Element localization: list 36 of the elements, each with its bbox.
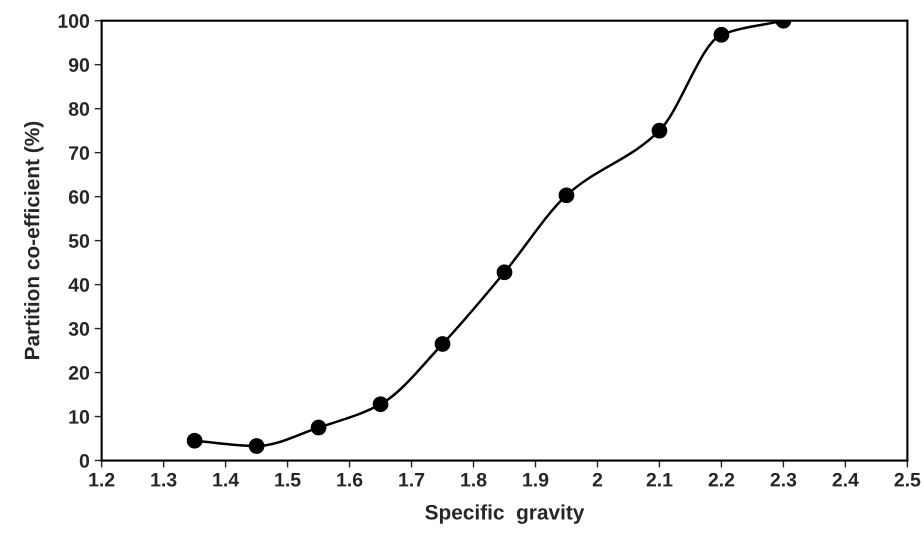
point: [434, 336, 450, 352]
point: [714, 26, 730, 43]
point: [496, 264, 512, 280]
y-tick-label: 90: [68, 58, 90, 72]
x-tick-label: 1.9: [523, 472, 548, 487]
point: [372, 396, 388, 412]
x-tick-label: 1.8: [461, 472, 486, 487]
point: [558, 187, 574, 204]
point: [248, 438, 264, 454]
x-tick-label: 2.1: [646, 472, 672, 486]
x-tick-label: 1.4: [213, 473, 240, 486]
point: [186, 432, 202, 449]
point: [310, 420, 326, 436]
x-tick-label: 1.5: [275, 473, 301, 487]
x-tick-label: 1.3: [151, 472, 176, 487]
y-tick-label: 100: [58, 14, 90, 28]
point: [652, 122, 668, 139]
y-axis-title: Partition co-efficient (%): [24, 122, 44, 360]
y-tick-label: 70: [69, 146, 90, 160]
y-tick-label: 0: [80, 454, 90, 468]
y-tick-label: 50: [68, 234, 90, 248]
y-tick-label: 80: [68, 102, 90, 116]
x-tick-label: 1.6: [337, 472, 362, 487]
x-tick-label: 1.7: [399, 473, 424, 486]
y-tick-label: 40: [68, 278, 90, 292]
x-tick-label: 2.5: [894, 472, 920, 487]
y-tick-label: 30: [68, 322, 90, 336]
x-tick-label: 2.2: [708, 472, 734, 486]
x-axis-title: Specific gravity: [425, 504, 584, 524]
y-tick-label: 60: [68, 190, 90, 204]
x-tick-label: 1.2: [89, 472, 114, 486]
x-tick-label: 2.4: [832, 472, 859, 486]
y-tick-label: 20: [68, 366, 90, 380]
x-tick-label: 2.3: [770, 472, 796, 487]
y-tick-label: 10: [69, 410, 90, 424]
x-tick-label: 2: [592, 472, 602, 486]
